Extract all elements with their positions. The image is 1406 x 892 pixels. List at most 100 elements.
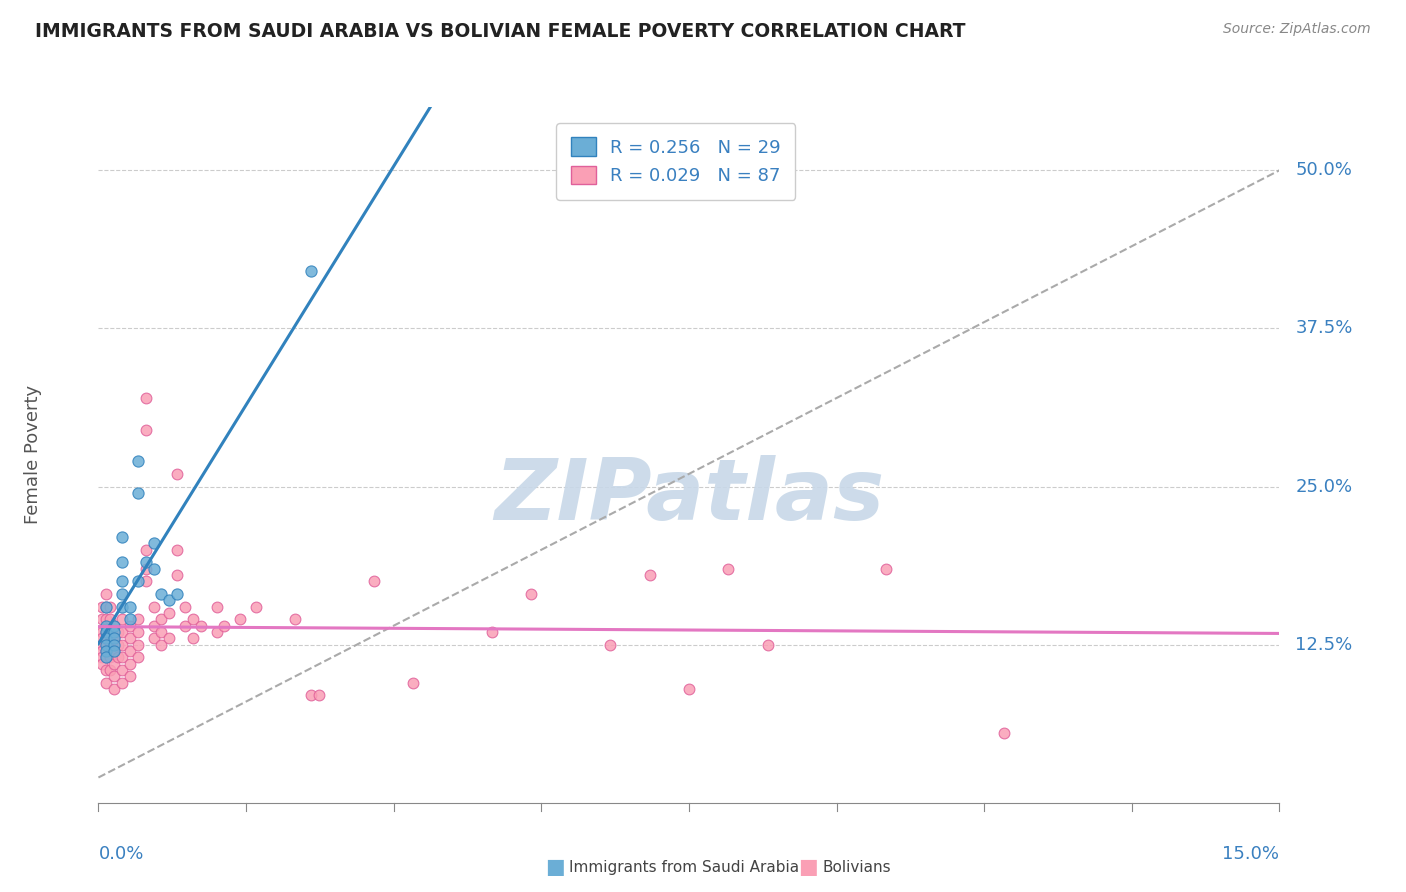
Point [96, 599, 118, 614]
Point [245, 599, 267, 614]
Point [103, 657, 125, 671]
Point [98, 612, 121, 626]
Text: 12.5%: 12.5% [1295, 636, 1353, 654]
Text: Source: ZipAtlas.com: Source: ZipAtlas.com [1223, 22, 1371, 37]
Point [205, 599, 228, 614]
Point [142, 536, 165, 550]
Point [150, 612, 173, 626]
Point [91, 625, 114, 640]
Point [103, 638, 125, 652]
Point [135, 391, 157, 405]
Point [363, 574, 385, 589]
Point [107, 625, 129, 640]
Point [229, 612, 252, 626]
Text: 37.5%: 37.5% [1295, 319, 1353, 337]
Point [103, 644, 125, 658]
Point [150, 638, 173, 652]
Point [308, 688, 330, 702]
Point [96, 663, 118, 677]
Point [96, 618, 118, 632]
Point [91, 657, 114, 671]
Point [520, 587, 543, 601]
Point [717, 562, 740, 576]
Point [91, 638, 114, 652]
Point [111, 675, 134, 690]
Point [127, 650, 149, 665]
Point [135, 423, 157, 437]
Point [284, 612, 307, 626]
Text: Female Poverty: Female Poverty [24, 385, 42, 524]
Point [103, 618, 125, 632]
Point [96, 632, 118, 646]
Text: 15.0%: 15.0% [1222, 845, 1279, 863]
Point [481, 625, 503, 640]
Point [157, 632, 180, 646]
Point [111, 625, 134, 640]
Point [98, 625, 121, 640]
Point [111, 599, 134, 614]
Point [111, 574, 134, 589]
Point [135, 562, 157, 576]
Point [103, 632, 125, 646]
Point [205, 625, 228, 640]
Point [166, 467, 188, 481]
Point [103, 644, 125, 658]
Point [993, 726, 1015, 740]
Point [166, 587, 188, 601]
Point [174, 618, 197, 632]
Point [181, 612, 204, 626]
Point [150, 625, 173, 640]
Point [157, 606, 180, 620]
Text: Bolivians: Bolivians [823, 860, 891, 874]
Point [96, 625, 118, 640]
Point [127, 625, 149, 640]
Point [111, 638, 134, 652]
Point [98, 663, 121, 677]
Point [142, 618, 165, 632]
Point [111, 612, 134, 626]
Text: ■: ■ [546, 857, 565, 877]
Point [96, 675, 118, 690]
Point [118, 632, 141, 646]
Point [118, 657, 141, 671]
Point [96, 644, 118, 658]
Text: IMMIGRANTS FROM SAUDI ARABIA VS BOLIVIAN FEMALE POVERTY CORRELATION CHART: IMMIGRANTS FROM SAUDI ARABIA VS BOLIVIAN… [35, 22, 966, 41]
Point [91, 632, 114, 646]
Point [98, 638, 121, 652]
Text: ■: ■ [799, 857, 818, 877]
Text: 50.0%: 50.0% [1295, 161, 1353, 179]
Point [166, 542, 188, 557]
Point [157, 593, 180, 607]
Text: 25.0%: 25.0% [1295, 477, 1353, 496]
Point [111, 663, 134, 677]
Point [96, 587, 118, 601]
Point [181, 632, 204, 646]
Point [118, 618, 141, 632]
Point [678, 681, 700, 696]
Point [96, 650, 118, 665]
Text: Immigrants from Saudi Arabia: Immigrants from Saudi Arabia [569, 860, 800, 874]
Point [127, 638, 149, 652]
Point [91, 650, 114, 665]
Point [96, 650, 118, 665]
Point [127, 612, 149, 626]
Point [118, 612, 141, 626]
Point [638, 568, 661, 582]
Point [127, 486, 149, 500]
Point [142, 562, 165, 576]
Point [135, 556, 157, 570]
Point [875, 562, 897, 576]
Point [98, 650, 121, 665]
Point [103, 669, 125, 683]
Point [118, 599, 141, 614]
Text: 0.0%: 0.0% [98, 845, 143, 863]
Point [402, 675, 425, 690]
Point [91, 612, 114, 626]
Point [190, 618, 212, 632]
Point [103, 681, 125, 696]
Point [127, 454, 149, 468]
Point [756, 638, 779, 652]
Point [91, 644, 114, 658]
Point [299, 688, 322, 702]
Point [98, 599, 121, 614]
